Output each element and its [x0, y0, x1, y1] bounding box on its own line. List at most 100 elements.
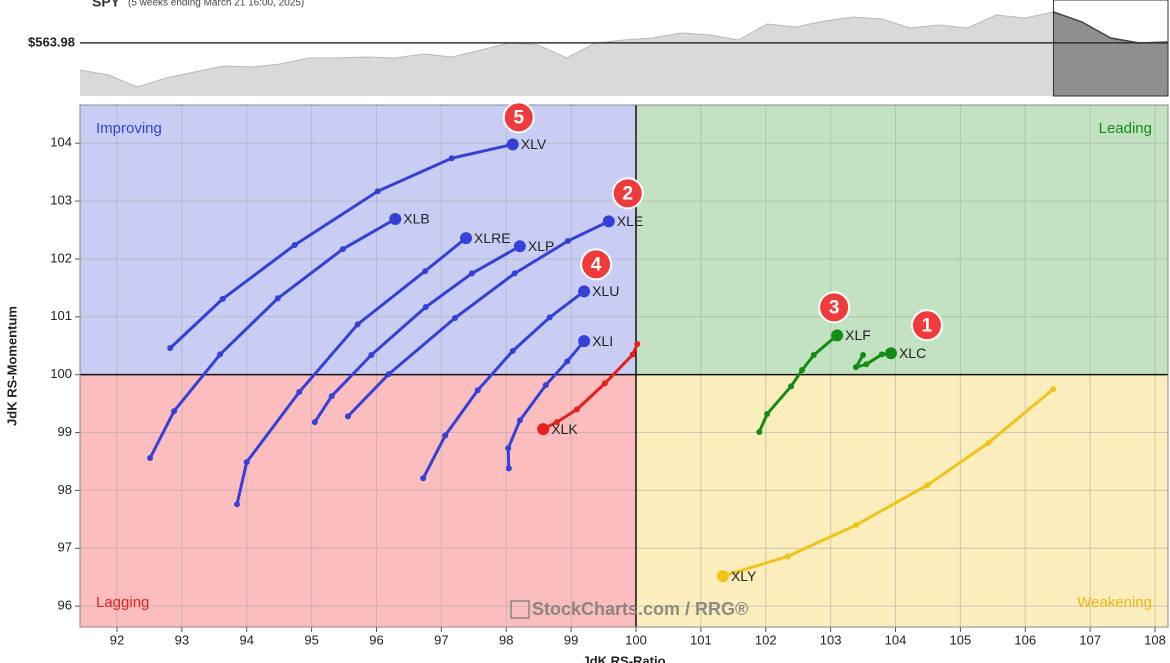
trail-point	[878, 351, 885, 358]
highlight-area	[1053, 12, 1168, 96]
watermark: StockCharts.com / RRG®	[532, 599, 748, 619]
trail-point	[852, 364, 859, 371]
trail	[757, 333, 839, 434]
x-tick-label: 102	[755, 632, 777, 647]
quadrant-lagging	[80, 374, 637, 627]
quadrant-label: Leading	[1099, 120, 1152, 137]
x-tick-label: 96	[369, 632, 383, 647]
badge	[818, 291, 851, 324]
x-axis-label: JdK RS-Ratio	[582, 653, 665, 663]
badge-label: 2	[622, 183, 633, 204]
series-label: XLC	[899, 345, 926, 361]
trail-point	[474, 387, 481, 394]
y-tick-label: 96	[58, 598, 72, 613]
trail	[168, 142, 515, 350]
trail-point	[860, 352, 867, 359]
badge-label: 5	[513, 107, 524, 128]
trail-point	[564, 358, 571, 365]
trail-point	[274, 295, 281, 302]
trail-point	[516, 417, 523, 424]
trail-point	[505, 465, 512, 472]
trail-point	[442, 432, 449, 439]
trail	[721, 387, 1055, 578]
trail-head	[506, 138, 519, 151]
badge-label: 4	[591, 254, 602, 275]
series-label: XLP	[528, 238, 554, 254]
quadrant-label: Improving	[96, 120, 162, 137]
trail-head	[460, 232, 473, 245]
quadrant-leading	[636, 105, 1168, 375]
trail-point	[311, 419, 318, 426]
series-label: XLY	[731, 568, 757, 584]
trail-point	[764, 411, 771, 418]
badge	[611, 177, 644, 210]
trail-point	[810, 352, 817, 359]
y-tick-label: 97	[58, 540, 72, 555]
series-label: XLRE	[474, 230, 511, 246]
series-label: XLU	[592, 283, 619, 299]
x-tick-label: 93	[175, 632, 189, 647]
trail-head	[831, 329, 844, 342]
y-tick-label: 103	[50, 193, 72, 208]
price-line	[79, 11, 1169, 88]
trail-head	[884, 347, 897, 360]
trail	[506, 339, 586, 470]
trail-head	[578, 335, 591, 348]
plot-border	[79, 104, 1169, 628]
trail-point	[799, 367, 806, 374]
badge	[502, 101, 535, 134]
trail-point	[863, 361, 870, 368]
trail-point	[451, 314, 458, 321]
trail-point	[634, 341, 641, 348]
trail-point	[573, 406, 580, 413]
y-tick-label: 99	[58, 424, 72, 439]
x-tick-label: 94	[240, 632, 254, 647]
trail-point	[422, 303, 429, 310]
trail	[148, 217, 397, 460]
x-tick-label: 101	[690, 632, 712, 647]
trail-point	[354, 321, 361, 328]
series-label: XLK	[551, 421, 578, 437]
series-label: XLE	[617, 213, 643, 229]
trail-head	[537, 423, 550, 436]
watermark-icon	[510, 600, 530, 619]
trail-head	[716, 570, 729, 583]
trail-point	[924, 482, 931, 489]
x-tick-label: 92	[110, 632, 124, 647]
trail-point	[553, 419, 560, 426]
chart-subtitle: (5 weeks ending March 21 16:00, 2025)	[128, 0, 304, 9]
y-tick-label: 102	[50, 250, 72, 265]
series-label: XLF	[845, 327, 871, 343]
trail-point	[374, 188, 381, 195]
trail-point	[368, 352, 375, 359]
trail-point	[448, 155, 455, 162]
x-tick-label: 105	[950, 632, 972, 647]
series-label: XLV	[521, 136, 547, 152]
trail-point	[784, 553, 791, 560]
trail-point	[1050, 386, 1057, 393]
trail-point	[171, 408, 178, 415]
badge-label: 1	[922, 315, 933, 336]
x-tick-label: 103	[820, 632, 842, 647]
y-tick-label: 98	[58, 482, 72, 497]
badge-label: 3	[829, 297, 840, 318]
trail-head	[389, 213, 402, 226]
x-tick-label: 107	[1079, 632, 1101, 647]
series-label: XLB	[403, 211, 429, 227]
chart-title: SPY	[92, 0, 121, 10]
trail-point	[167, 345, 174, 352]
trail-point	[339, 246, 346, 253]
x-tick-label: 97	[434, 632, 448, 647]
trail-point	[219, 295, 226, 302]
trail-point	[601, 380, 608, 387]
trail-point	[217, 351, 224, 358]
trail	[235, 236, 468, 506]
trail-point	[542, 382, 549, 389]
x-tick-label: 106	[1014, 632, 1036, 647]
y-tick-label: 101	[50, 308, 72, 323]
quadrant-label: Weakening	[1077, 594, 1152, 611]
x-tick-label: 99	[564, 632, 578, 647]
trail-point	[756, 428, 763, 435]
